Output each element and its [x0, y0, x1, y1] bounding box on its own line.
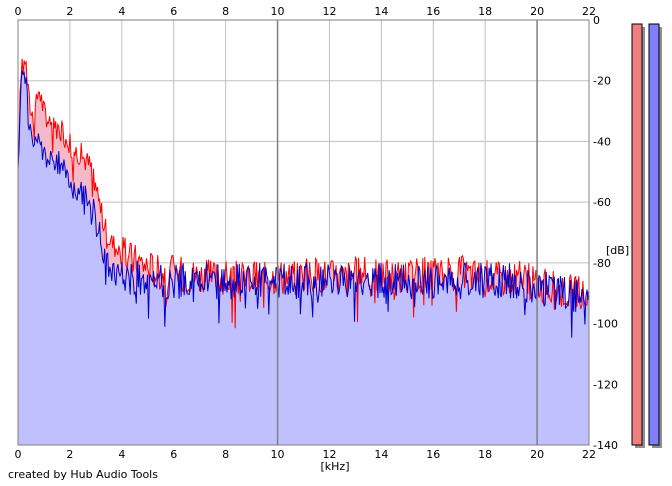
credit-text: created by Hub Audio Tools [8, 468, 158, 481]
x-tick-label-bottom: 6 [170, 448, 177, 461]
x-tick-label-top: 22 [582, 5, 596, 18]
y-tick-label: -100 [593, 318, 618, 331]
tick-labels: 0 2 4 6 8 10 12 14 16 18 20 220 2 4 6 8 10 12 14 16 18 20 220-… [15, 5, 618, 461]
y-tick-label: 0 [593, 14, 600, 27]
y-axis-unit: [dB] [606, 244, 629, 257]
y-tick-label: -140 [593, 439, 618, 452]
x-tick-label-bottom: 10 [271, 448, 285, 461]
x-tick-label-bottom: 2 [66, 448, 73, 461]
x-tick-label-top: 6 [170, 5, 177, 18]
x-tick-label-bottom: 14 [374, 448, 388, 461]
level-meter-0 [631, 23, 643, 446]
x-tick-label-top: 18 [478, 5, 492, 18]
series-fills [18, 58, 589, 445]
level-meter-1 [648, 23, 660, 446]
x-tick-label-top: 16 [426, 5, 440, 18]
x-tick-label-top: 20 [530, 5, 544, 18]
series-fill-1 [18, 70, 589, 445]
plot-frame [17, 19, 590, 446]
y-tick-label: -40 [593, 135, 611, 148]
x-tick-label-top: 4 [118, 5, 125, 18]
x-tick-label-top: 0 [15, 5, 22, 18]
x-tick-label-bottom: 4 [118, 448, 125, 461]
x-axis-unit: [kHz] [321, 460, 350, 473]
x-tick-label-bottom: 12 [322, 448, 336, 461]
y-tick-label: -20 [593, 75, 611, 88]
x-tick-label-bottom: 20 [530, 448, 544, 461]
x-tick-label-top: 8 [222, 5, 229, 18]
x-tick-label-top: 14 [374, 5, 388, 18]
x-tick-label-bottom: 8 [222, 448, 229, 461]
y-tick-label: -80 [593, 257, 611, 270]
x-tick-label-bottom: 0 [15, 448, 22, 461]
x-tick-label-bottom: 22 [582, 448, 596, 461]
y-tick-label: -120 [593, 378, 618, 391]
x-tick-label-bottom: 18 [478, 448, 492, 461]
level-meters [631, 23, 662, 448]
x-tick-label-top: 10 [271, 5, 285, 18]
series-lines [17, 20, 590, 445]
x-tick-label-bottom: 16 [426, 448, 440, 461]
series-line-1 [17, 70, 590, 338]
x-tick-label-top: 12 [322, 5, 336, 18]
x-tick-label-top: 2 [66, 5, 73, 18]
y-tick-label: -60 [593, 196, 611, 209]
